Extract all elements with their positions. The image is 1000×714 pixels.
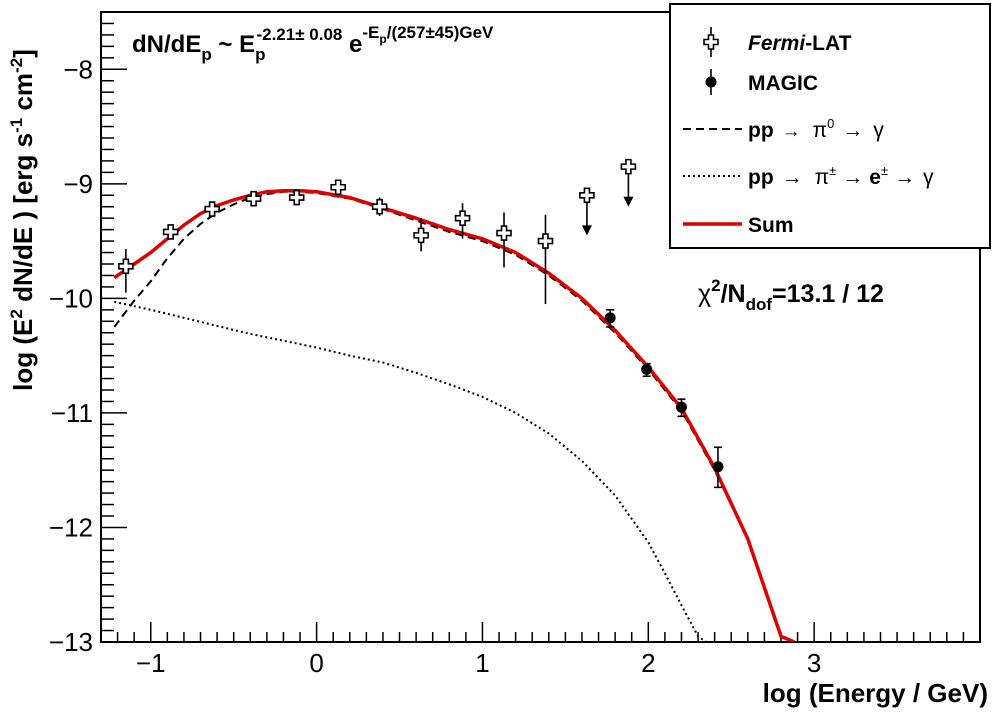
open-cross-marker — [537, 233, 554, 249]
legend-box — [669, 3, 991, 249]
x-tick-label: 1 — [475, 648, 489, 678]
curve-sum — [113, 188, 795, 642]
filled-circle-marker — [675, 401, 687, 413]
x-tick-label: 0 — [309, 648, 323, 678]
data-points — [118, 158, 724, 489]
fermi-point — [371, 197, 388, 216]
fermi-point — [204, 201, 220, 217]
tick-labels: −1 0 1 2 3−13−12−11−10−9−8 — [49, 54, 821, 678]
magic-point — [712, 446, 724, 489]
open-cross-marker — [371, 198, 388, 215]
down-arrow-icon — [623, 196, 634, 207]
fermi-point — [537, 214, 554, 305]
legend-item-pi0: pp → π0 → γ — [683, 116, 884, 142]
legend-item-pipm: pp → π± → e± → γ — [683, 163, 934, 189]
y-axis-title: log (E2 dN/dE ) [erg s-1 cm-2] — [7, 49, 38, 391]
formula-annotation: dN/dEp ~ Ep-2.21± 0.08 e-Ep/(257±45)GeV — [132, 23, 494, 64]
fermi-upper-limit — [620, 158, 637, 207]
legend-label-magic: MAGIC — [748, 72, 818, 95]
y-tick-label: −10 — [49, 283, 93, 313]
svg-text:pp→π±→e±→γ: pp → π± → e± → γ — [748, 163, 934, 189]
legend-label-sum: Sum — [748, 214, 794, 237]
fermi-point — [496, 212, 512, 268]
open-cross-marker — [620, 158, 637, 175]
y-tick-label: −9 — [63, 169, 93, 199]
x-tick-label: 3 — [807, 648, 821, 678]
open-cross-marker — [496, 225, 512, 241]
legend-label-fermi-rest: -LAT — [805, 32, 851, 55]
fermi-point — [454, 203, 471, 239]
open-cross-marker — [330, 179, 346, 196]
x-axis-title: log (Energy / GeV) — [763, 678, 988, 708]
fermi-point — [413, 218, 429, 252]
chi2-annotation: χ2/Ndof=13.1 / 12 — [698, 276, 884, 314]
magic-point — [641, 362, 653, 378]
fermi-point — [330, 179, 346, 196]
legend-item-fermi: Fermi-LAT — [703, 27, 852, 57]
svg-text:Fermi-LAT: Fermi-LAT — [748, 32, 852, 55]
y-tick-label: −13 — [49, 627, 93, 657]
filled-circle-marker — [604, 312, 616, 324]
axis-ticks — [101, 11, 965, 643]
fermi-upper-limit — [579, 187, 595, 236]
fermi-point — [118, 249, 134, 293]
open-cross-marker — [454, 210, 471, 226]
y-tick-label: −11 — [51, 398, 93, 428]
legend-marker-filled-circle — [705, 69, 717, 95]
magic-point — [675, 398, 687, 418]
open-cross-marker — [162, 224, 179, 240]
legend-item-sum: Sum — [683, 214, 794, 237]
x-tick-label: −1 — [136, 648, 166, 678]
legend-item-magic: MAGIC — [705, 69, 818, 95]
magic-point — [604, 309, 616, 328]
filled-circle-marker — [712, 461, 724, 473]
open-cross-marker — [288, 189, 305, 206]
legend: Fermi-LAT MAGIC pp → π0 → γ pp → π± → e± → γ Sum — [669, 3, 991, 249]
open-cross-marker — [245, 190, 262, 207]
open-cross-marker — [579, 187, 595, 204]
filled-circle-marker — [641, 363, 653, 375]
open-cross-marker — [118, 258, 134, 275]
fermi-point — [162, 224, 179, 240]
fermi-point — [288, 189, 305, 206]
svg-text:pp→π0→γ: pp → π0 → γ — [748, 116, 884, 142]
curve-pi-charged — [114, 300, 707, 642]
model-curves — [113, 188, 795, 642]
x-tick-label: 2 — [641, 648, 655, 678]
y-tick-label: −12 — [49, 512, 93, 542]
legend-label-fermi-italic: Fermi — [748, 32, 806, 55]
legend-marker-open-cross — [703, 27, 719, 57]
down-arrow-icon — [581, 225, 592, 236]
open-cross-marker — [413, 227, 429, 244]
fermi-point — [245, 190, 262, 207]
open-cross-marker — [204, 201, 220, 217]
y-tick-label: −8 — [63, 54, 93, 84]
